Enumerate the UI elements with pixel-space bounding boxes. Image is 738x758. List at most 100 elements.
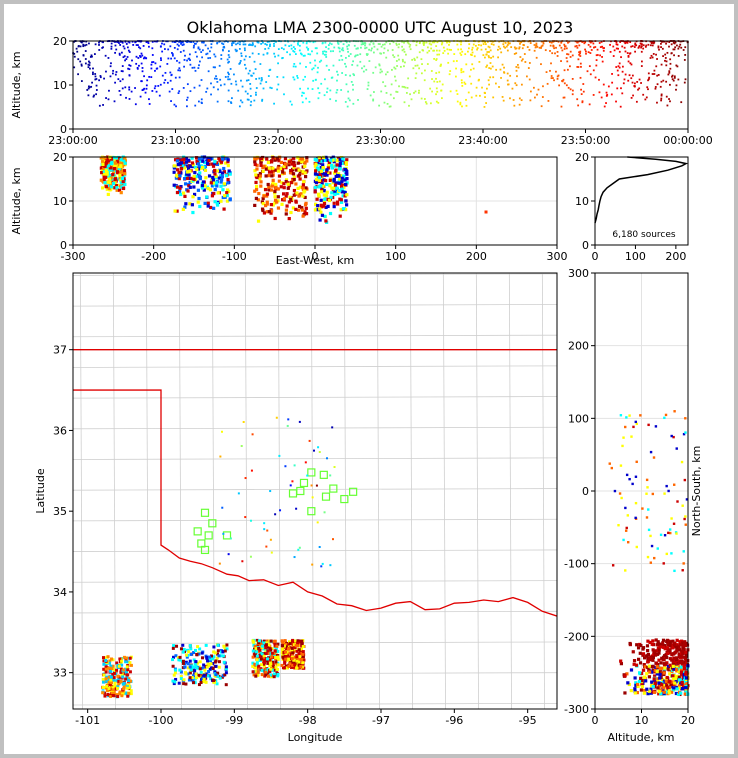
eastwest-altitude-point: [180, 164, 185, 168]
plan-view-point: [176, 656, 180, 660]
time-altitude-point: [660, 63, 663, 66]
northsouth-altitude-point: [664, 413, 668, 417]
northsouth-altitude-point: [671, 688, 675, 692]
time-altitude-point: [372, 42, 375, 45]
time-altitude-point: [624, 42, 627, 45]
time-altitude-point: [460, 71, 463, 74]
time-altitude-point: [137, 57, 140, 59]
time-altitude-point: [414, 90, 417, 93]
time-altitude-point: [110, 42, 113, 45]
eastwest-altitude-point: [215, 201, 219, 206]
plan-view-point: [101, 656, 105, 660]
eastwest-altitude-point: [210, 194, 214, 198]
plan-view-point: [270, 651, 274, 655]
time-altitude-point: [325, 53, 327, 56]
plan-view-point: [171, 646, 175, 650]
eastwest-altitude-point: [333, 192, 337, 196]
eastwest-altitude-point: [273, 189, 277, 194]
northsouth-altitude-point: [663, 654, 667, 658]
plan-view-point: [257, 639, 261, 643]
time-altitude-point: [595, 64, 598, 67]
time-altitude-point: [435, 72, 438, 74]
time-altitude-point: [620, 56, 622, 59]
eastwest-altitude-point: [259, 157, 264, 161]
eastwest-altitude-point: [259, 180, 263, 184]
time-altitude-point: [88, 64, 91, 67]
time-altitude-point: [107, 57, 110, 59]
time-altitude-point: [378, 63, 381, 66]
time-altitude-point: [212, 86, 215, 89]
eastwest-altitude-point: [202, 188, 206, 192]
time-altitude-point: [335, 91, 338, 94]
plan-view-point: [269, 673, 273, 677]
time-altitude-point: [479, 94, 481, 97]
eastwest-altitude-point: [105, 158, 110, 162]
eastwest-altitude-point: [294, 182, 298, 186]
northsouth-altitude-point: [655, 652, 660, 656]
plan-view-point: [276, 661, 280, 665]
time-altitude-point: [665, 60, 668, 63]
plan-view-point: [113, 686, 117, 690]
northsouth-altitude-point: [653, 681, 658, 685]
northsouth-altitude-point: [669, 531, 672, 535]
eastwest-altitude-point: [271, 178, 275, 182]
time-altitude-point: [426, 63, 429, 65]
plan-view-point: [297, 652, 301, 656]
time-altitude-point: [556, 51, 559, 53]
eastwest-altitude-point: [329, 195, 333, 199]
eastwest-altitude-point: [198, 159, 202, 163]
eastwest-altitude-point: [188, 164, 192, 168]
eastwest-altitude-point: [319, 165, 323, 170]
plan-view-point: [179, 670, 183, 674]
county-line: [343, 273, 347, 709]
plan-view-point: [222, 532, 225, 535]
time-altitude-point: [247, 98, 250, 101]
time-altitude-point: [347, 97, 350, 100]
time-altitude-point: [413, 91, 415, 94]
northsouth-altitude-point: [665, 552, 668, 556]
time-altitude-point: [566, 68, 569, 71]
eastwest-altitude-point: [193, 170, 197, 175]
time-altitude-point: [589, 52, 592, 54]
plan-view-point: [288, 642, 292, 646]
time-altitude-point: [579, 62, 582, 65]
time-altitude-point: [376, 48, 379, 51]
time-altitude-point: [684, 46, 687, 49]
plan-view-point: [241, 560, 244, 563]
northsouth-vs-altitude-grid: [595, 273, 688, 709]
eastwest-altitude-point: [258, 177, 262, 181]
northsouth-altitude-point: [647, 528, 651, 532]
northsouth-altitude-point: [627, 682, 631, 687]
time-altitude-point: [522, 44, 525, 46]
time-altitude-point: [223, 40, 226, 43]
time-altitude-point: [277, 62, 279, 65]
eastwest-altitude-point: [313, 185, 317, 190]
plan-view-point: [295, 507, 298, 510]
time-altitude-point: [461, 84, 464, 87]
plan-view-point: [283, 665, 287, 669]
plan-view-point: [181, 643, 185, 647]
northsouth-altitude-point: [651, 492, 655, 496]
northsouth-altitude-point: [622, 538, 625, 542]
time-altitude-point: [290, 103, 293, 106]
northsouth-altitude-point: [681, 504, 684, 507]
time-altitude-point: [145, 87, 148, 90]
time-altitude-point: [344, 62, 346, 65]
county-line: [73, 334, 557, 338]
time-altitude-point: [134, 103, 137, 106]
time-altitude-point: [560, 105, 563, 108]
eastwest-altitude-point: [102, 175, 106, 179]
plan-view-point: [266, 639, 270, 643]
northsouth-vs-altitude-y-tick-label: 100: [568, 412, 589, 425]
northsouth-altitude-point: [676, 659, 681, 663]
time-altitude-point: [394, 75, 396, 78]
time-altitude-point: [261, 41, 264, 44]
time-altitude-point: [84, 62, 87, 65]
time-altitude-point: [169, 79, 172, 82]
time-altitude-point: [618, 50, 621, 53]
time-altitude-point: [293, 63, 296, 65]
plan-view-map-y-tick-label: 35: [53, 505, 67, 518]
time-altitude-point: [409, 48, 412, 51]
time-altitude-point: [552, 77, 554, 79]
time-altitude-point: [378, 43, 381, 45]
